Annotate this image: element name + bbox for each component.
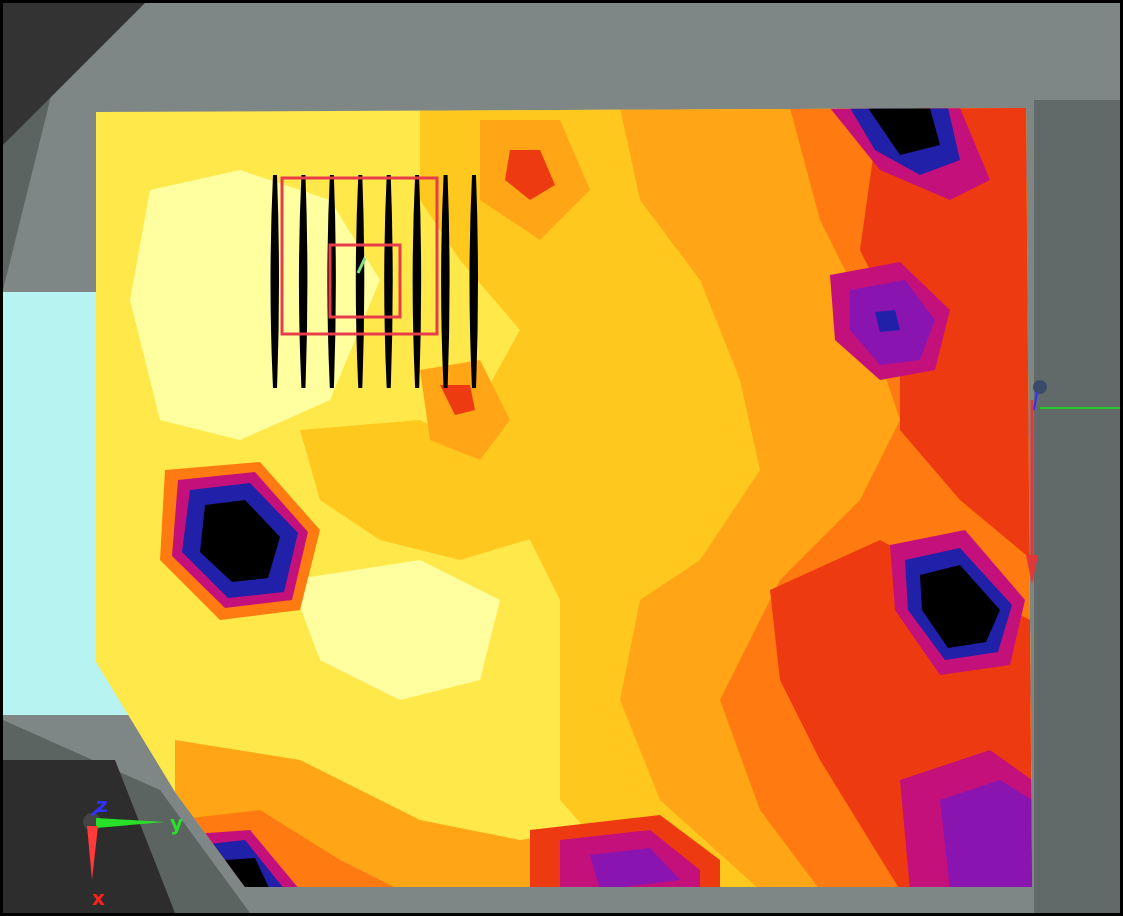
heatmap-cold-spot-top-right bbox=[830, 108, 990, 200]
bed-marker bbox=[356, 257, 367, 274]
gizmo-arrowhead bbox=[1026, 555, 1038, 585]
bed-slat bbox=[412, 175, 422, 388]
triad-y-arrow bbox=[96, 818, 165, 828]
bed-slat bbox=[298, 175, 308, 388]
triad-x-arrow bbox=[87, 826, 98, 880]
heatmap-zone-light-left bbox=[130, 170, 380, 440]
bed-slat bbox=[355, 175, 365, 388]
heatmap-purple-spot-right bbox=[830, 262, 950, 380]
side-gizmo[interactable] bbox=[1026, 380, 1120, 585]
triad-label-z: z bbox=[96, 793, 108, 817]
gizmo-pivot bbox=[1033, 380, 1047, 394]
heatmap-zone-light-center bbox=[290, 560, 500, 700]
heatmap-zone-hot-bed-inner bbox=[440, 385, 475, 415]
bed-frame-inner bbox=[328, 243, 402, 319]
bed-slat bbox=[270, 175, 279, 388]
heatmap-cold-spot-bottom-center bbox=[530, 815, 720, 887]
heatmap-zone-red-right-inner bbox=[860, 108, 1032, 560]
axis-triad[interactable]: z y x bbox=[83, 793, 183, 910]
room-inner-shade bbox=[1034, 100, 1120, 913]
bed-slat bbox=[384, 175, 393, 388]
heatmap-zone-hot-top-inner bbox=[505, 150, 555, 200]
bed-furniture[interactable] bbox=[270, 175, 479, 388]
triad-label-x: x bbox=[92, 886, 105, 910]
heatmap-purple-spot-bottom-right bbox=[900, 750, 1032, 887]
bed-frame-outer bbox=[280, 176, 439, 336]
triad-label-y: y bbox=[170, 811, 183, 835]
bed-slat bbox=[441, 175, 450, 388]
window-panel bbox=[3, 292, 140, 715]
bed-slat bbox=[469, 175, 478, 388]
gizmo-stem bbox=[1033, 391, 1038, 411]
heatmap-zone-amber-center bbox=[300, 420, 560, 560]
corner-region bbox=[3, 3, 145, 145]
heatmap-floor bbox=[96, 108, 1032, 887]
triad-z-axis bbox=[91, 806, 101, 817]
heatmap-cold-spot-left bbox=[160, 462, 320, 620]
heatmap-cold-spot-lower-right bbox=[890, 530, 1025, 675]
